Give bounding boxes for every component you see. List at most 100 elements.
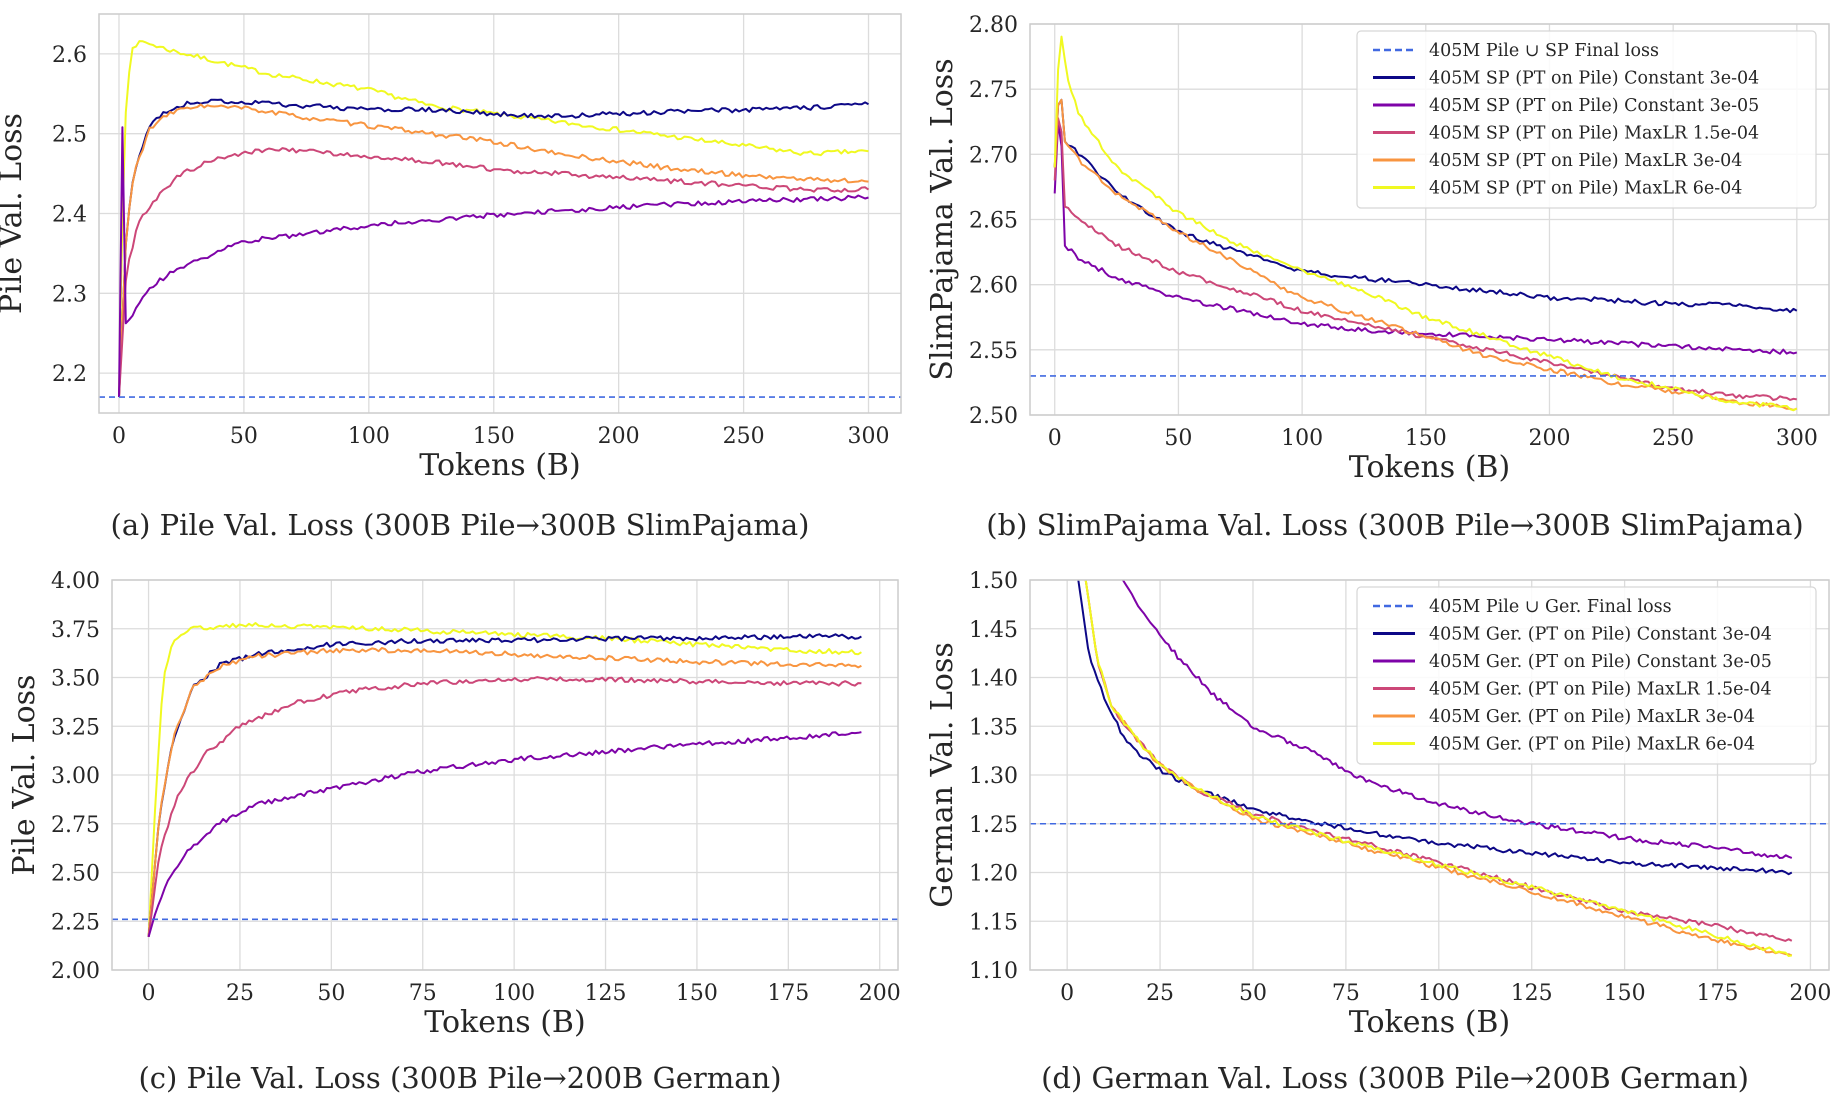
plot-frame (98, 13, 902, 414)
panel-caption: (b) SlimPajama Val. Loss (300B Pile→300B… (986, 508, 1804, 542)
legend-label: 405M Ger. (PT on Pile) MaxLR 1.5e-04 (1429, 680, 1772, 700)
series-line-constant_3e-05 (118, 126, 869, 398)
panel-caption: (d) German Val. Loss (300B Pile→200B Ger… (1041, 1061, 1749, 1095)
series-line-maxlr_6e-04 (147, 622, 862, 937)
y-tick-label: 1.10 (969, 959, 1018, 984)
y-tick-label: 2.55 (969, 339, 1018, 364)
y-tick-label: 2.60 (969, 274, 1018, 299)
series-line-constant_3e-05 (1053, 121, 1798, 355)
x-tick-label: 200 (1789, 981, 1831, 1006)
legend-box (1356, 30, 1817, 209)
panel-caption: (c) Pile Val. Loss (300B Pile→200B Germa… (138, 1061, 781, 1095)
y-tick-label: 1.35 (969, 715, 1018, 740)
legend-label: 405M Pile ∪ Ger. Final loss (1429, 597, 1672, 617)
series-line-maxlr_1.5e-04 (147, 676, 862, 938)
x-tick-label: 0 (1060, 981, 1074, 1006)
x-tick-label: 175 (767, 981, 809, 1006)
y-tick-label: 2.3 (52, 282, 87, 307)
x-tick-label: 150 (473, 424, 515, 449)
y-tick-label: 1.15 (969, 910, 1018, 935)
legend-label: 405M SP (PT on Pile) MaxLR 6e-04 (1429, 179, 1742, 199)
y-tick-label: 2.75 (51, 813, 100, 838)
legend: 405M Pile ∪ SP Final loss 405M SP (PT on … (1356, 30, 1817, 209)
x-tick-label: 100 (348, 424, 390, 449)
x-axis-label: Tokens (B) (424, 1005, 585, 1040)
series-line-maxlr_1.5e-04 (118, 147, 870, 398)
plot-frame (1029, 23, 1830, 416)
y-tick-label: 2.80 (969, 13, 1018, 38)
series-group (1077, 580, 1793, 957)
y-axis-label: SlimPajama Val. Loss (925, 58, 960, 380)
x-tick-label: 125 (1511, 981, 1553, 1006)
x-tick-label: 50 (317, 981, 345, 1006)
series-line-maxlr_6e-04 (1053, 35, 1798, 412)
y-tick-label: 2.50 (51, 862, 100, 887)
x-tick-label: 200 (859, 981, 901, 1006)
legend-label: 405M Ger. (PT on Pile) Constant 3e-05 (1429, 652, 1772, 672)
x-tick-label: 100 (493, 981, 535, 1006)
x-tick-label: 150 (1604, 981, 1646, 1006)
series-line-constant_3e-04 (147, 633, 862, 937)
y-axis-label: German Val. Loss (925, 642, 960, 908)
y-axis-label: Pile Val. Loss (0, 113, 29, 314)
y-tick-label: 1.45 (969, 618, 1018, 643)
x-tick-label: 0 (112, 424, 126, 449)
x-tick-label: 200 (1528, 426, 1570, 451)
y-tick-label: 2.4 (52, 203, 87, 228)
y-tick-label: 3.75 (51, 618, 100, 643)
series-line-constant_3e-04 (118, 98, 869, 398)
y-tick-label: 1.25 (969, 813, 1018, 838)
x-tick-label: 150 (1405, 426, 1447, 451)
y-tick-label: 2.75 (969, 78, 1018, 103)
legend-label: 405M Pile ∪ SP Final loss (1429, 41, 1659, 61)
legend-box (1356, 586, 1817, 765)
x-tick-label: 175 (1697, 981, 1739, 1006)
x-tick-label: 300 (848, 424, 890, 449)
y-tick-label: 1.20 (969, 862, 1018, 887)
legend-label: 405M SP (PT on Pile) Constant 3e-04 (1429, 69, 1759, 89)
legend-label: 405M Ger. (PT on Pile) Constant 3e-04 (1429, 625, 1772, 645)
x-tick-label: 100 (1281, 426, 1323, 451)
legend-label: 405M SP (PT on Pile) Constant 3e-05 (1429, 96, 1759, 116)
y-tick-label: 2.6 (52, 43, 87, 68)
x-tick-label: 25 (226, 981, 254, 1006)
y-tick-label: 2.00 (51, 959, 100, 984)
y-tick-label: 1.40 (969, 667, 1018, 692)
x-tick-label: 200 (598, 424, 640, 449)
legend-label: 405M SP (PT on Pile) MaxLR 3e-04 (1429, 151, 1742, 171)
legend: 405M Pile ∪ Ger. Final loss 405M Ger. (PT… (1356, 586, 1817, 765)
legend-label: 405M Ger. (PT on Pile) MaxLR 6e-04 (1429, 735, 1755, 755)
x-tick-label: 125 (585, 981, 627, 1006)
series-group (1053, 35, 1798, 412)
y-tick-label: 2.5 (52, 123, 87, 148)
series-line-constant_3e-05 (1122, 580, 1793, 859)
panel-d: 0 25 50 75 100 125 150 175 200 1.10 1.15 1.20 1.25 1.… (925, 569, 1831, 1095)
x-tick-label: 150 (676, 981, 718, 1006)
x-axis-label: Tokens (B) (1349, 450, 1510, 485)
x-axis-label: Tokens (B) (419, 448, 580, 483)
y-tick-label: 2.50 (969, 404, 1018, 429)
x-axis-label: Tokens (B) (1349, 1005, 1510, 1040)
panel-b: 0 50 100 150 200 250 300 2.50 2.55 2.60 2.65 2.70 2.… (925, 13, 1830, 542)
x-tick-label: 50 (1164, 426, 1192, 451)
x-tick-label: 25 (1146, 981, 1174, 1006)
x-tick-label: 75 (409, 981, 437, 1006)
x-tick-label: 50 (230, 424, 258, 449)
plot-frame (1029, 579, 1830, 971)
y-tick-label: 4.00 (51, 569, 100, 594)
y-tick-label: 1.30 (969, 764, 1018, 789)
x-tick-label: 300 (1776, 426, 1818, 451)
x-tick-label: 0 (1048, 426, 1062, 451)
y-tick-label: 2.70 (969, 143, 1018, 168)
y-tick-label: 3.50 (51, 667, 100, 692)
x-tick-label: 0 (142, 981, 156, 1006)
x-tick-label: 250 (1652, 426, 1694, 451)
series-line-maxlr_3e-04 (118, 103, 869, 398)
y-tick-label: 3.00 (51, 764, 100, 789)
x-tick-label: 250 (723, 424, 765, 449)
x-tick-label: 75 (1332, 981, 1360, 1006)
x-tick-label: 100 (1418, 981, 1460, 1006)
series-line-maxlr_1.5e-04 (1084, 580, 1793, 942)
series-line-constant_3e-05 (147, 731, 862, 938)
